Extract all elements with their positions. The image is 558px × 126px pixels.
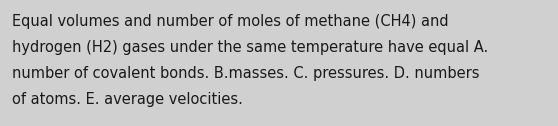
Text: number of covalent bonds. B.masses. C. pressures. D. numbers: number of covalent bonds. B.masses. C. p… (12, 66, 479, 81)
Text: hydrogen (H2) gases under the same temperature have equal A.: hydrogen (H2) gases under the same tempe… (12, 40, 488, 55)
Text: Equal volumes and number of moles of methane (CH4) and: Equal volumes and number of moles of met… (12, 14, 449, 29)
Text: of atoms. E. average velocities.: of atoms. E. average velocities. (12, 92, 243, 107)
